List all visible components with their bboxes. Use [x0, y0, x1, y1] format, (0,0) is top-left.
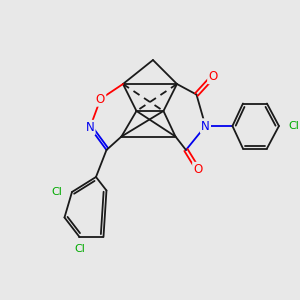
Text: O: O [96, 92, 105, 106]
Text: O: O [193, 163, 203, 176]
Text: O: O [208, 70, 218, 83]
Text: Cl: Cl [52, 187, 62, 197]
Text: Cl: Cl [74, 244, 85, 254]
Text: N: N [201, 119, 210, 133]
Text: Cl: Cl [289, 121, 299, 131]
Text: N: N [85, 121, 94, 134]
